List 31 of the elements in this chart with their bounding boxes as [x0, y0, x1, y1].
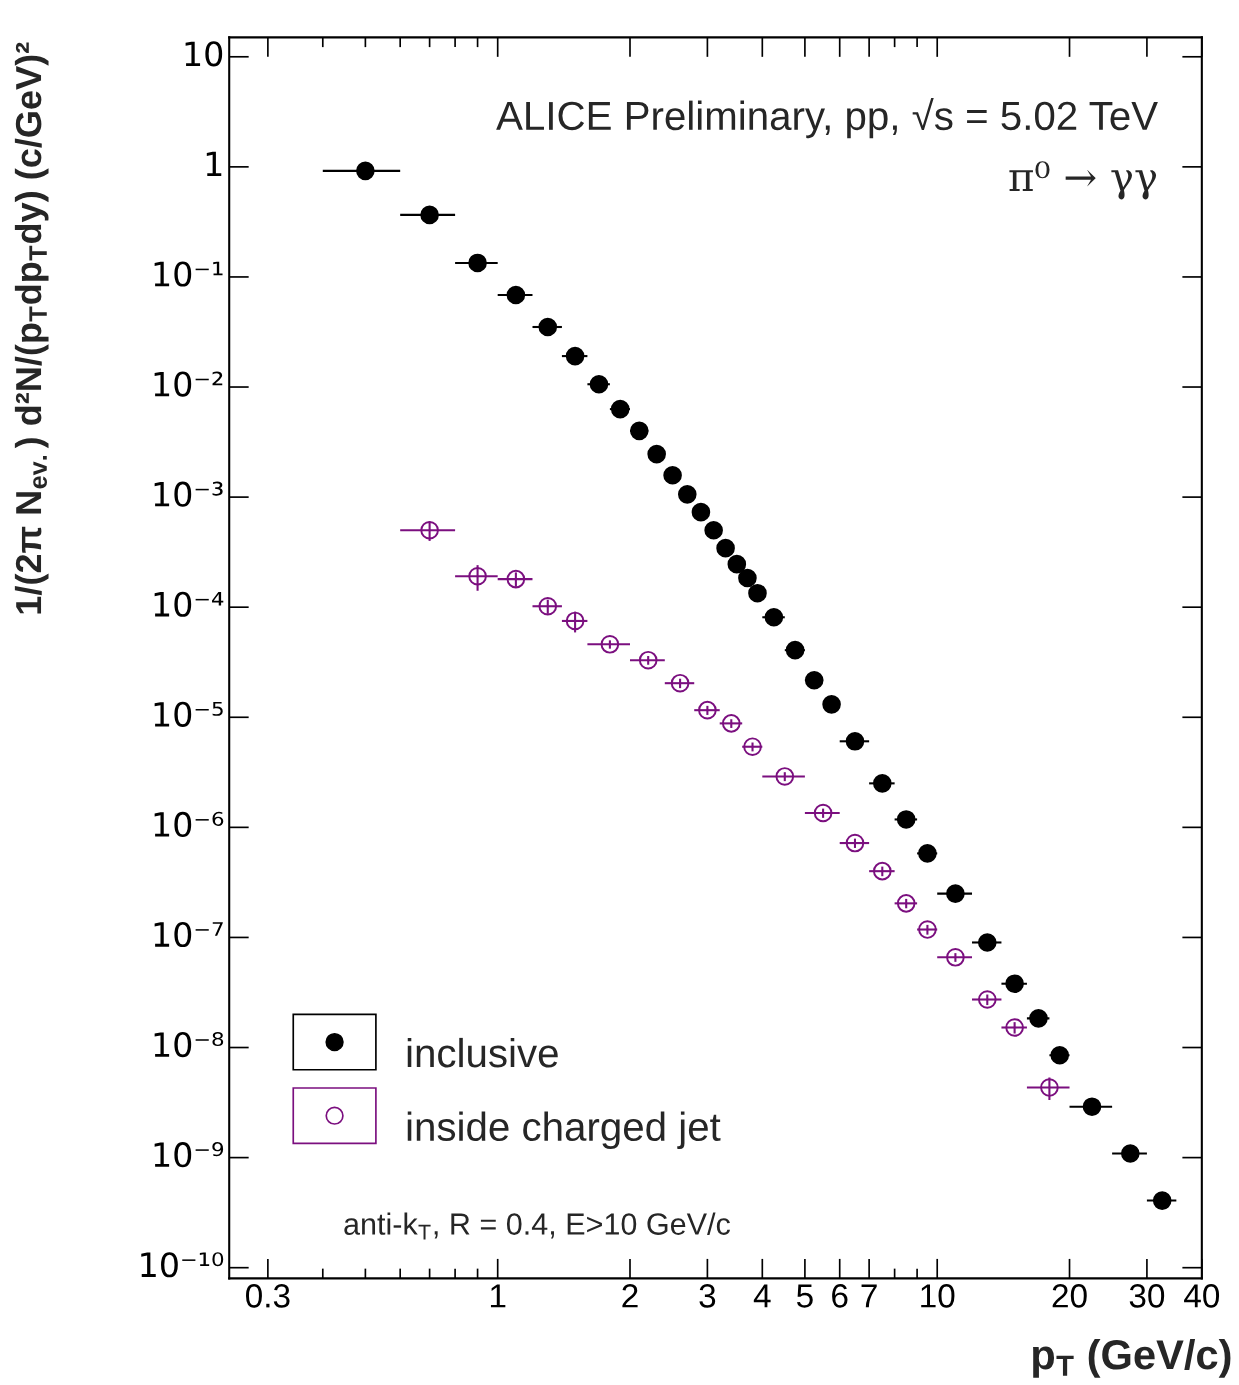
x-tick-label: 1 [490, 1284, 506, 1308]
y-tick-label: 10⁻⁷ [154, 921, 223, 948]
y-tick-label: 10⁻¹ [154, 261, 223, 287]
x-tick-label: 3 [699, 1284, 716, 1308]
annotation: anti-k$_{T}$, R = 0.4, E>10 GeV/c [344, 1212, 731, 1240]
x-tick-label: 10 [921, 1284, 955, 1308]
y-tick-label: 10⁻³ [154, 481, 223, 507]
y-axis-title: 1/(2π N$_{ev.}$) d²N/(p$_{T}$dp$_{T}$dy) (c/GeV)² [14, 42, 49, 614]
x-tick-label: 30 [1129, 1284, 1165, 1308]
x-tick-label: 4 [753, 1284, 771, 1308]
x-tick-label: 5 [796, 1284, 813, 1308]
y-tick-label: 10⁻⁴ [154, 591, 224, 617]
x-tick-label: 40 [1184, 1284, 1220, 1308]
text: π⁰ → γγ [1009, 161, 1157, 200]
x-tick-label: 6 [832, 1284, 848, 1308]
y-tick-label: 10 [185, 41, 223, 67]
text: ALICE Preliminary, pp, √s = 5.02 TeV [496, 97, 1158, 139]
x-tick-label: 7 [861, 1284, 877, 1308]
y-tick-label: 10⁻² [154, 371, 223, 397]
y-tick-label: 10⁻¹⁰ [141, 1252, 224, 1278]
legend-label: inside charged jet [407, 1111, 721, 1150]
y-tick-label: 1 [206, 151, 222, 177]
legend-label: inclusive [407, 1037, 558, 1068]
y-tick-label: 10⁻⁵ [154, 701, 223, 727]
x-axis-title: p$_{T}$ (GeV/c) [1033, 1338, 1231, 1378]
y-tick-label: 10⁻⁶ [154, 811, 224, 838]
x-tick-label: 20 [1052, 1284, 1087, 1308]
x-tick-label: 0.3 [246, 1284, 290, 1308]
y-tick-label: 10⁻⁹ [154, 1142, 224, 1168]
x-tick-label: 2 [622, 1284, 638, 1308]
y-tick-label: 10⁻⁸ [154, 1031, 224, 1058]
